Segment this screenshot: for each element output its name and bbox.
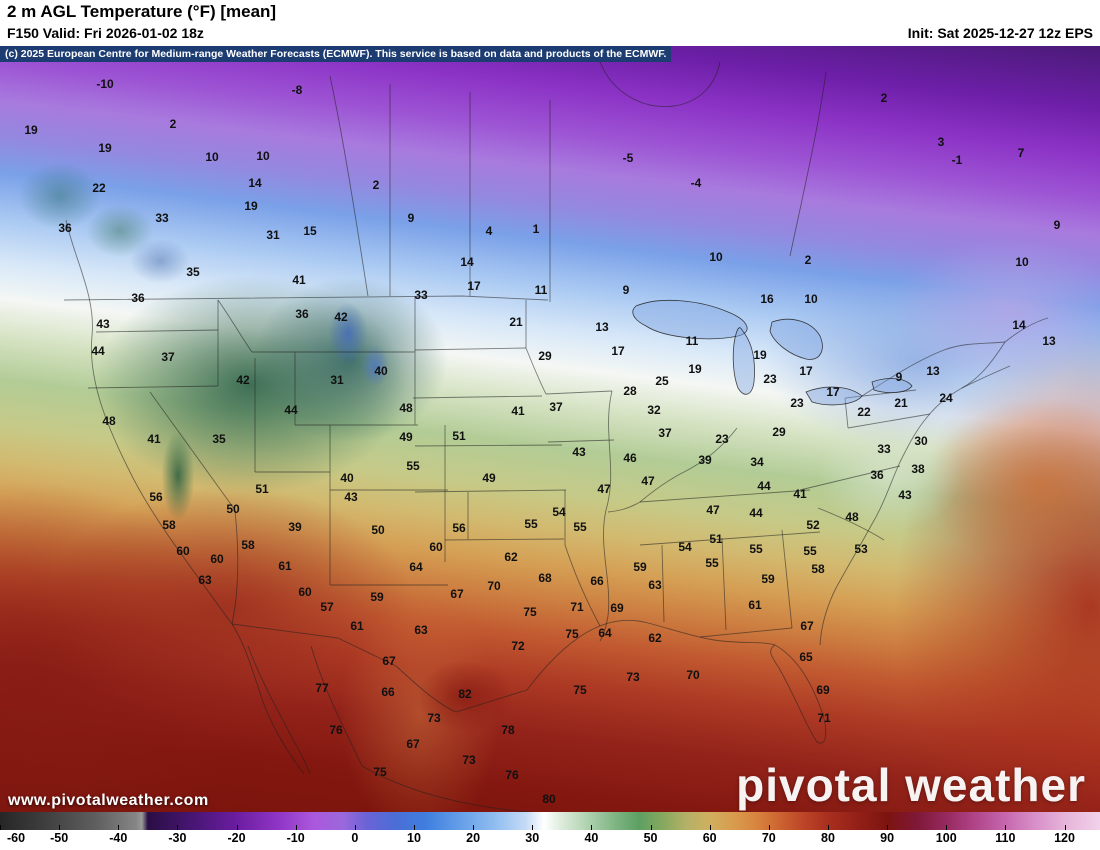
- colorbar-tick-mark: [236, 825, 238, 830]
- copyright-bar: (c) 2025 European Centre for Medium-rang…: [0, 46, 672, 62]
- valid-time-label: F150 Valid: Fri 2026-01-02 18z: [7, 25, 204, 41]
- colorbar-tick-label: 70: [761, 831, 776, 845]
- page-title: 2 m AGL Temperature (°F) [mean]: [7, 2, 277, 21]
- colorbar-tick-label: 60: [702, 831, 717, 845]
- colorbar-tick-mark: [0, 825, 1, 830]
- colorbar-tick-mark: [827, 825, 829, 830]
- colorbar-tick-mark: [473, 825, 475, 830]
- colorbar-tick-mark: [650, 825, 652, 830]
- colorbar-tick-label: 90: [880, 831, 895, 845]
- colorbar-tick-mark: [1005, 825, 1007, 830]
- colorbar-tick-mark: [532, 825, 534, 830]
- colorbar-tick-label: 20: [466, 831, 481, 845]
- website-watermark: www.pivotalweather.com: [8, 792, 209, 809]
- colorbar-tick-mark: [413, 825, 415, 830]
- colorbar-tick-label: 0: [351, 831, 359, 845]
- colorbar-tick-mark: [1064, 825, 1066, 830]
- temperature-map-canvas: [0, 46, 1100, 812]
- colorbar-tick-labels: -60 -50 -40 -30 -20 -10 0 10 20 30 40 50 60 70 80 90 100…: [0, 830, 1100, 850]
- colorbar-tick-label: -60: [6, 831, 26, 845]
- colorbar-tick-mark: [59, 825, 61, 830]
- colorbar-gradient: [0, 812, 1100, 830]
- brand-watermark: pivotal weather: [736, 759, 1086, 811]
- temperature-colorbar: -60 -50 -40 -30 -20 -10 0 10 20 30 40 50 60 70 80 90 100…: [0, 812, 1100, 850]
- colorbar-tick-label: 80: [821, 831, 835, 845]
- colorbar-tick-label: 50: [643, 831, 658, 845]
- colorbar-tick-mark: [768, 825, 770, 830]
- colorbar-tick-label: -20: [227, 831, 246, 845]
- colorbar-tick-label: 120: [1054, 831, 1075, 845]
- colorbar-tick-mark: [946, 825, 948, 830]
- colorbar-tick-mark: [118, 825, 120, 830]
- map-header: 2 m AGL Temperature (°F) [mean] F150 Val…: [0, 0, 1100, 46]
- colorbar-tick-mark: [177, 825, 179, 830]
- colorbar-tick-label: 10: [407, 831, 421, 845]
- colorbar-tick-label: -30: [168, 831, 187, 845]
- colorbar-tick-mark: [295, 825, 297, 830]
- colorbar-tick-mark: [591, 825, 593, 830]
- colorbar-tick-label: 100: [935, 831, 957, 845]
- init-time-label: Init: Sat 2025-12-27 12z EPS: [907, 25, 1093, 41]
- colorbar-tick-label: -10: [286, 831, 305, 845]
- colorbar-tick-label: 110: [995, 831, 1016, 845]
- colorbar-tick-mark: [709, 825, 711, 830]
- colorbar-tick-mark: [887, 825, 889, 830]
- colorbar-tick-label: -40: [109, 831, 128, 845]
- colorbar-tick-label: 40: [584, 831, 599, 845]
- colorbar-tick-label: -50: [50, 831, 69, 845]
- colorbar-tick-label: 30: [525, 831, 540, 845]
- colorbar-tick-mark: [354, 825, 356, 830]
